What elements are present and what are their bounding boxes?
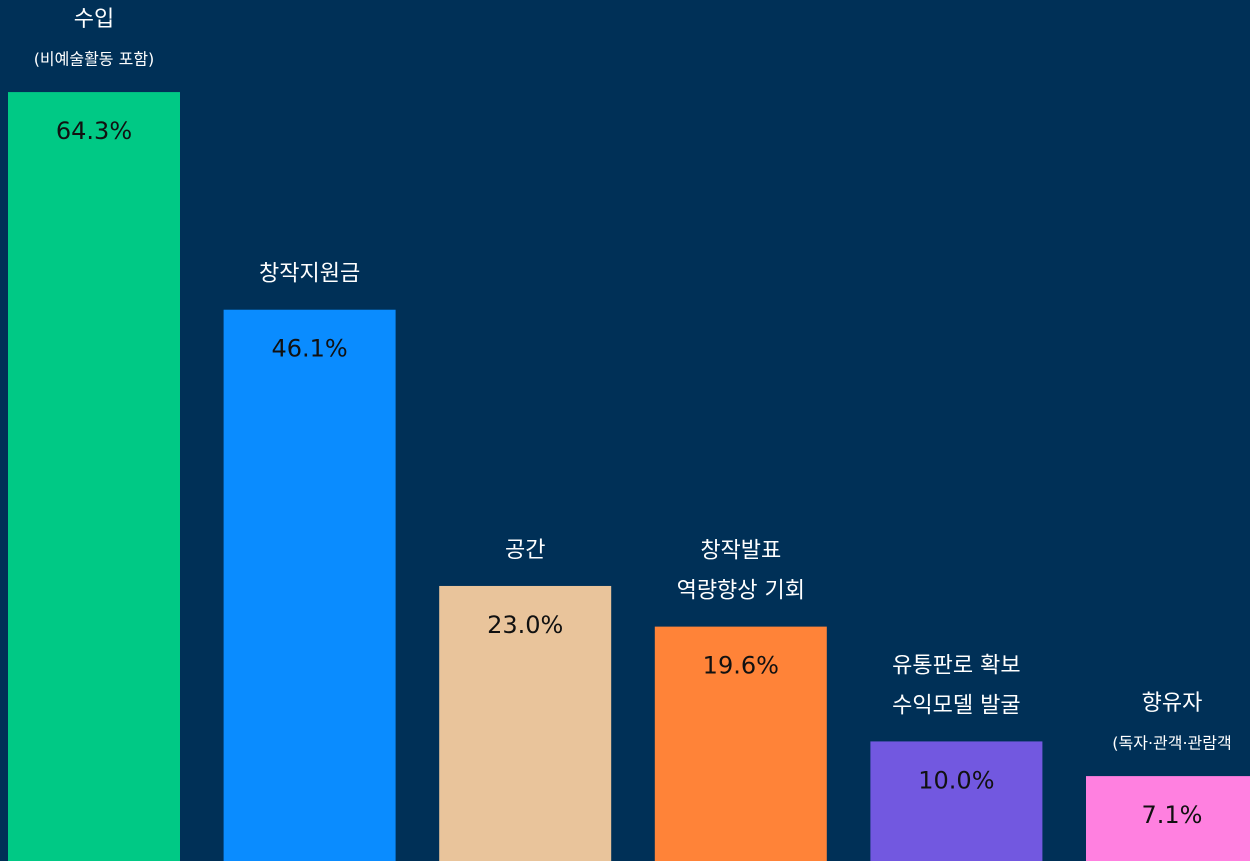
category-label: 공간 [505, 538, 545, 563]
category-label: 역량향상 기회 [677, 579, 805, 604]
bar [439, 585, 612, 861]
bar [1086, 776, 1250, 861]
value-label: 10.0% [918, 766, 994, 794]
category-label: 수입 [74, 7, 114, 32]
value-label: 64.3% [56, 117, 132, 145]
value-label: 19.6% [703, 652, 779, 680]
category-label: 향유자 [1142, 691, 1203, 716]
category-note: (비예술활동 포함) [34, 50, 155, 69]
bar [870, 741, 1043, 861]
category-label: 수익모델 발굴 [892, 693, 1020, 718]
bar [654, 626, 827, 861]
bar [8, 92, 180, 861]
bar [223, 309, 396, 861]
value-label: 7.1% [1142, 801, 1203, 829]
value-label: 23.0% [487, 611, 563, 639]
category-note: (독자·관객·관람객 [1112, 734, 1231, 753]
value-label: 46.1% [271, 335, 347, 363]
category-label: 창작발표 [700, 539, 781, 564]
category-label: 창작지원금 [259, 262, 360, 287]
category-label: 유통판로 확보 [892, 653, 1020, 678]
